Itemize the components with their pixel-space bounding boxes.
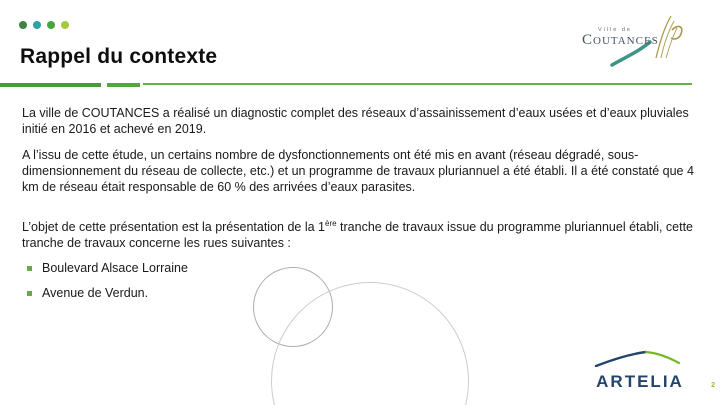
artelia-swoosh-icon	[594, 350, 681, 368]
accent-dot-yellow-green	[61, 21, 69, 29]
streets-list: Boulevard Alsace Lorraine Avenue de Verd…	[22, 260, 714, 301]
accent-dot-light-green	[47, 21, 55, 29]
accent-dots	[19, 21, 69, 29]
title-rule-segment-2	[107, 83, 140, 87]
artelia-logo: ARTELIA	[590, 350, 690, 392]
slide-body: La ville de COUTANCES a réalisé un diagn…	[22, 105, 714, 310]
artelia-wordmark: ARTELIA	[596, 372, 684, 391]
coutances-name: Coutances	[582, 32, 659, 48]
coutances-logo-art	[610, 15, 683, 67]
list-item-boulevard: Boulevard Alsace Lorraine	[22, 260, 714, 276]
ordinal-superscript: ère	[325, 218, 337, 228]
coutances-tagline: Ville de	[598, 27, 632, 33]
square-bullet-icon	[27, 290, 32, 296]
paragraph-objet-text: L’objet de cette présentation est la pré…	[22, 220, 325, 234]
list-item-label: Boulevard Alsace Lorraine	[42, 261, 188, 275]
accent-dot-teal	[33, 21, 41, 29]
coutances-logo: Ville de Coutances	[576, 8, 688, 70]
paragraph-objet-text-end: tranche de travaux issue du programme pl…	[22, 220, 694, 250]
list-item-label: Avenue de Verdun.	[42, 286, 149, 300]
slide-title: Rappel du contexte	[20, 45, 218, 68]
title-rule-segment-1	[0, 83, 101, 87]
square-bullet-icon	[27, 265, 32, 271]
page-number: 2	[711, 382, 715, 389]
paragraph-diagnostic: La ville de COUTANCES a réalisé un diagn…	[22, 106, 689, 136]
accent-dot-green	[19, 21, 27, 29]
list-item-avenue: Avenue de Verdun.	[22, 285, 714, 301]
paragraph-objet: L’objet de cette présentation est la pré…	[22, 219, 714, 251]
title-rule-thin-line	[143, 83, 692, 85]
paragraph-etude: A l’issu de cette étude, un certains nom…	[22, 148, 694, 194]
